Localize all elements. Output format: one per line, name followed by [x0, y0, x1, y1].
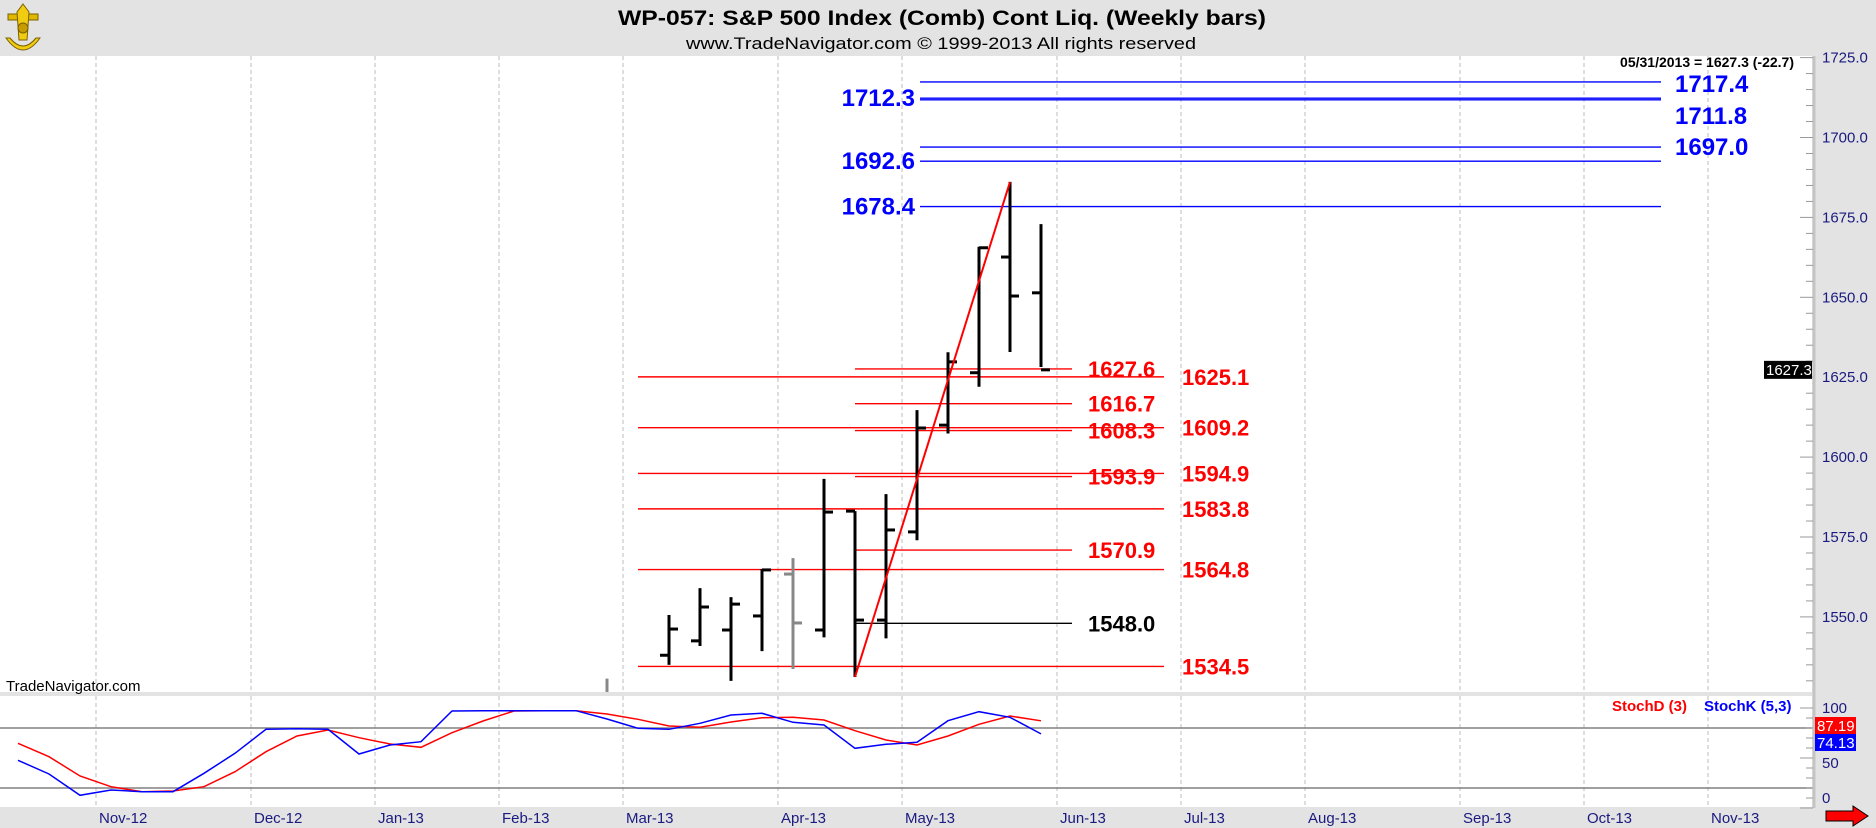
date-tick-label: Jul-13: [1184, 810, 1225, 827]
legend-stoch-k: StochK (5,3): [1704, 698, 1792, 715]
ohlc-bar: [691, 588, 709, 646]
date-tick-label: Apr-13: [781, 810, 826, 827]
sextant-logo-icon: [5, 3, 41, 51]
stochastic-plot: StochD (3) StochK (5,3): [0, 698, 1812, 797]
price-axis-label: 1600.0: [1822, 449, 1868, 466]
last-price-badge-bg: [1764, 360, 1812, 379]
date-tick-label: Mar-13: [626, 810, 674, 827]
ohlc-bar: [1001, 181, 1019, 352]
trendline-group: [854, 181, 1011, 678]
legend-stoch-d: StochD (3): [1612, 698, 1687, 715]
level-label: 1583.8: [1182, 497, 1249, 522]
level-label: 1608.3: [1088, 419, 1155, 444]
stoch-axis-label: 100: [1822, 700, 1847, 717]
level-label: 1697.0: [1675, 134, 1748, 161]
ohlc-bar: [722, 597, 740, 681]
date-tick-label: Dec-12: [254, 810, 302, 827]
ohlc-bar: [877, 494, 895, 639]
stoch-axis-label: 50: [1822, 755, 1839, 772]
stochastic-panel[interactable]: [0, 696, 1812, 807]
date-axis: Nov-12 Dec-12 Jan-13 Feb-13 Mar-13 Apr-13 May-…: [99, 810, 1759, 827]
level-label: 1711.8: [1675, 103, 1747, 130]
level-label: 1717.4: [1675, 71, 1749, 98]
date-tick-label: Aug-13: [1308, 810, 1356, 827]
ohlc-bar: [660, 614, 678, 665]
last-price-badge-text: 1627.3: [1766, 362, 1812, 379]
last-price-badge: 1627.3: [1764, 360, 1812, 379]
date-tick-label: Oct-13: [1587, 810, 1632, 827]
watermark: TradeNavigator.com: [6, 678, 141, 695]
level-label: 1548.0: [1088, 611, 1155, 636]
level-label: 1678.4: [842, 194, 916, 221]
stoch-value-label: 74.13: [1817, 735, 1855, 752]
stoch-k-line: [17, 709, 1042, 797]
level-label: 1564.8: [1182, 558, 1249, 583]
ohlc-bar: [970, 246, 988, 387]
arrow-right-icon[interactable]: [1825, 805, 1869, 827]
fibonacci-levels: 1717.4 1711.8 1712.3 1697.0 1692.6 1678.4 1627…: [638, 71, 1749, 679]
date-tick-label: May-13: [905, 810, 955, 827]
stoch-axis-label: 0: [1822, 790, 1830, 807]
date-tick-label: Jun-13: [1060, 810, 1106, 827]
stoch-value-badge: [1815, 717, 1856, 734]
date-tick-label: Feb-13: [502, 810, 550, 827]
level-label: 1692.6: [842, 148, 915, 175]
level-label: 1594.9: [1182, 461, 1249, 486]
price-axis-label: 1575.0: [1822, 529, 1868, 546]
chart-title: WP-057: S&P 500 Index (Comb) Cont Liq. (…: [618, 7, 1266, 30]
level-label: 1625.1: [1182, 365, 1249, 390]
ohlc-bar: [939, 352, 957, 434]
stoch-value-label: 87.19: [1817, 718, 1855, 735]
price-panel[interactable]: [0, 56, 1812, 692]
price-axis-label: 1550.0: [1822, 609, 1868, 626]
ohlc-bar: [753, 568, 771, 652]
price-axis-label: 1675.0: [1822, 209, 1868, 226]
date-tick-label: Jan-13: [378, 810, 424, 827]
copyright-subtitle: www.TradeNavigator.com © 1999-2013 All r…: [685, 34, 1196, 53]
ohlc-bar: [908, 410, 926, 541]
ohlc-bar: [784, 558, 802, 669]
level-label: 1609.2: [1182, 416, 1249, 441]
price-axis-label: 1700.0: [1822, 130, 1868, 147]
price-readout: 05/31/2013 = 1627.3 (-22.7): [1620, 54, 1794, 70]
level-label: 1593.9: [1088, 465, 1155, 490]
ohlc-bars: [605, 181, 1050, 692]
trendline: [854, 181, 1011, 678]
level-label: 1570.9: [1088, 538, 1155, 563]
level-label: 1534.5: [1182, 654, 1249, 679]
level-label: 1627.6: [1088, 357, 1155, 382]
ohlc-bar: [1032, 224, 1050, 372]
date-tick-label: Nov-12: [99, 810, 147, 827]
date-tick-label: Sep-13: [1463, 810, 1511, 827]
level-label: 1616.7: [1088, 392, 1155, 417]
price-axis: 1550.0 1575.0 1600.0 1625.0 1650.0 1675.0 1700…: [1800, 50, 1868, 682]
price-axis-label: 1625.0: [1822, 369, 1868, 386]
level-label: 1712.3: [842, 85, 915, 112]
ohlc-bar: [846, 509, 864, 677]
date-tick-label: Nov-13: [1711, 810, 1759, 827]
price-axis-label: 1650.0: [1822, 289, 1868, 306]
stoch-value-badge: [1815, 734, 1856, 751]
price-axis-label: 1725.0: [1822, 50, 1868, 67]
ohlc-bar: [815, 478, 833, 638]
